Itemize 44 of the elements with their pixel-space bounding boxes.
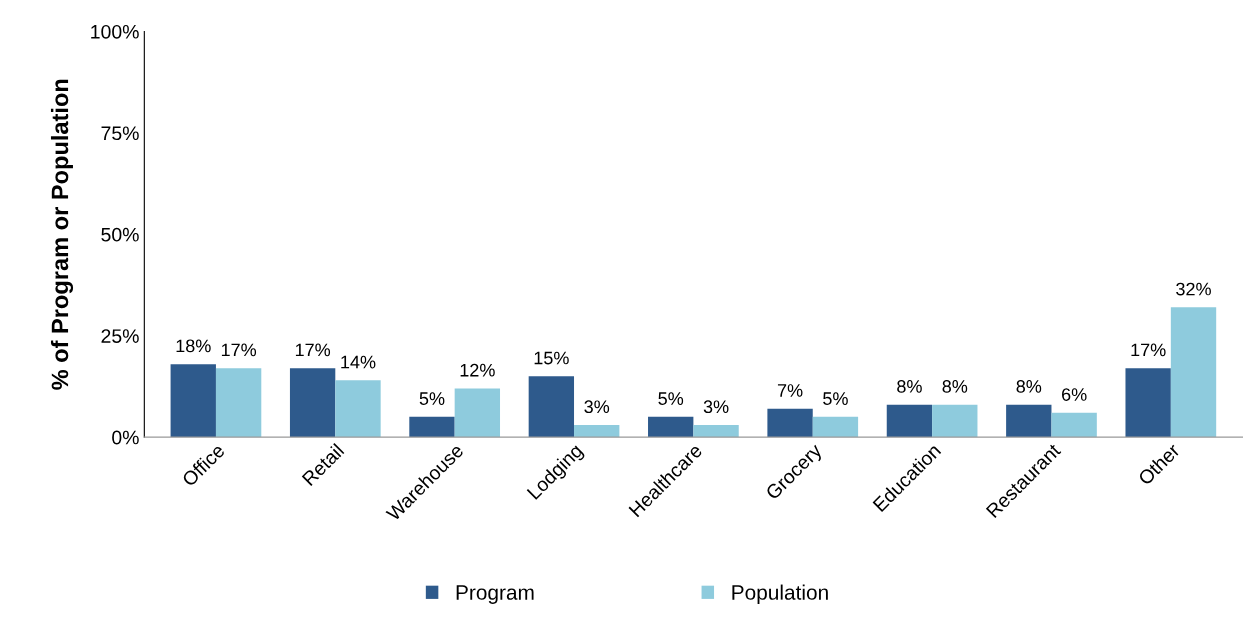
bar — [289, 368, 336, 438]
data-label: 32% — [1176, 282, 1211, 296]
bar — [1051, 412, 1097, 438]
bar — [693, 424, 739, 438]
data-label: 12% — [460, 363, 495, 377]
bar — [335, 380, 381, 438]
data-label: 17% — [295, 343, 331, 357]
bar — [812, 416, 859, 438]
y-tick-label: 100% — [91, 24, 139, 39]
bar — [1125, 368, 1171, 438]
data-label: 8% — [1016, 380, 1042, 393]
bar — [215, 368, 262, 438]
data-label: 5% — [658, 392, 684, 405]
bar — [454, 388, 501, 438]
data-label: 5% — [823, 392, 848, 405]
data-label: 18% — [176, 339, 211, 353]
bar — [932, 404, 978, 438]
bar — [886, 404, 933, 438]
data-label: 17% — [221, 343, 257, 357]
data-label: 6% — [1062, 388, 1087, 401]
data-label: 15% — [534, 351, 569, 365]
data-label: 3% — [584, 400, 610, 414]
bar — [574, 424, 620, 438]
bar — [648, 416, 694, 438]
data-label: 3% — [703, 400, 729, 414]
y-tick-label: 25% — [101, 329, 139, 343]
legend-label: Population — [732, 584, 828, 604]
bar — [170, 364, 216, 438]
bar — [767, 408, 813, 438]
bar — [528, 376, 575, 438]
y-tick-label: 75% — [101, 126, 139, 141]
data-label: 8% — [897, 380, 922, 393]
bar — [1170, 307, 1217, 438]
bar — [1006, 404, 1052, 438]
data-label: 8% — [942, 380, 968, 393]
y-tick-label: 50% — [101, 227, 139, 242]
legend-label: Program — [456, 585, 534, 604]
y-axis-title: % of Program or Population — [50, 79, 74, 390]
data-label: 5% — [419, 392, 445, 405]
data-label: 7% — [777, 384, 803, 397]
bar — [409, 416, 455, 438]
data-label: 17% — [1131, 343, 1166, 357]
data-label: 14% — [341, 355, 376, 369]
y-tick-label: 0% — [112, 430, 139, 445]
